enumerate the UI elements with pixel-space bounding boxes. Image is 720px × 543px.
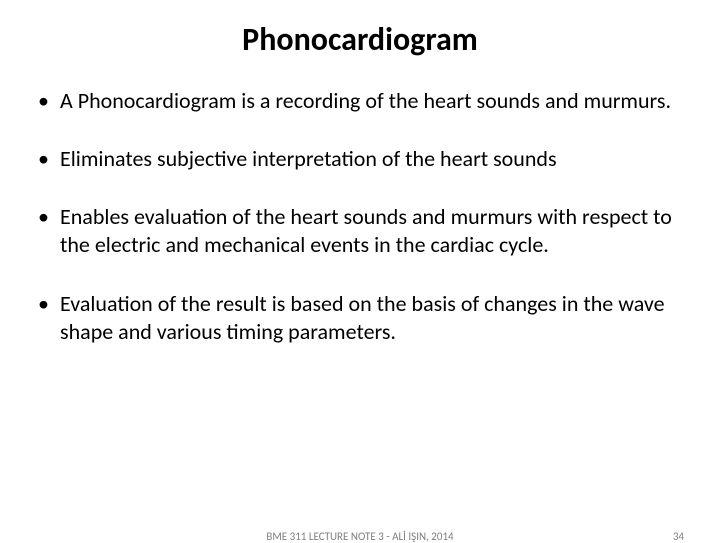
bullet-list: A Phonocardiogram is a recording of the … bbox=[36, 87, 684, 346]
slide-title: Phonocardiogram bbox=[36, 20, 684, 59]
bullet-item: Eliminates subjective interpretation of … bbox=[36, 145, 684, 173]
bullet-item: Evaluation of the result is based on the… bbox=[36, 290, 684, 346]
bullet-item: A Phonocardiogram is a recording of the … bbox=[36, 87, 684, 115]
footer-note: BME 311 LECTURE NOTE 3 - ALİ IŞIN, 2014 bbox=[266, 530, 453, 543]
page-number: 34 bbox=[673, 530, 684, 543]
slide: Phonocardiogram A Phonocardiogram is a r… bbox=[0, 0, 720, 540]
bullet-item: Enables evaluation of the heart sounds a… bbox=[36, 203, 684, 259]
